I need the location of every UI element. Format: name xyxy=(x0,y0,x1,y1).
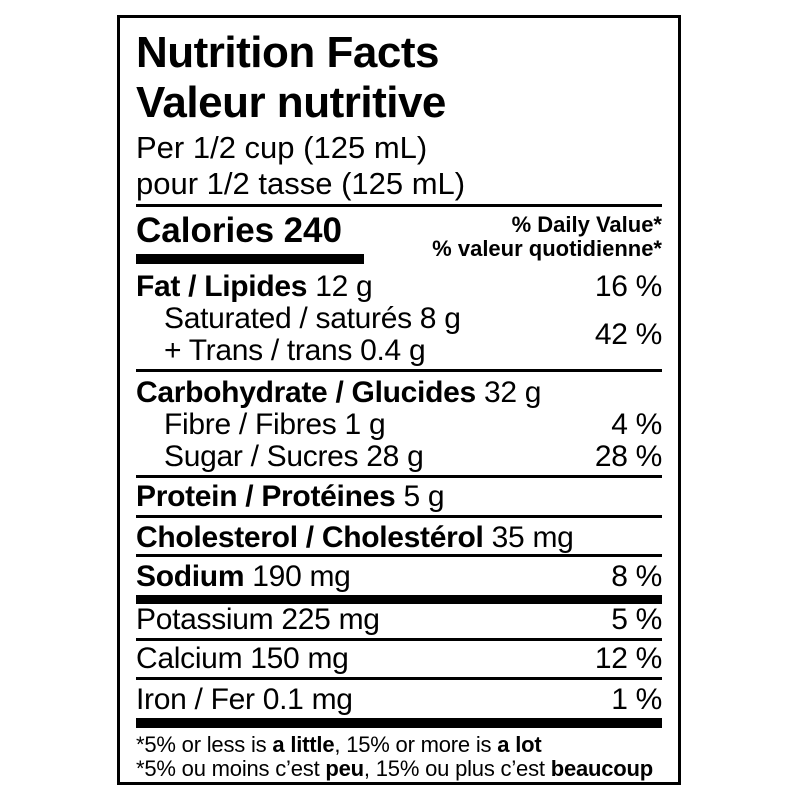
carbohydrate-name: Carbohydrate / Glucides xyxy=(136,376,476,409)
footnote-fr-bold1: peu xyxy=(325,756,364,781)
divider-after-potassium xyxy=(136,638,662,641)
serving-size-fr: pour 1/2 tasse (125 mL) xyxy=(136,166,466,201)
title-fr: Valeur nutritive xyxy=(136,78,446,127)
divider-after-calcium xyxy=(136,677,662,680)
sugar-daily-value: 28 % xyxy=(594,440,662,473)
nutrient-row-saturated-trans: Saturated / saturés 8 g + Trans / trans … xyxy=(136,303,662,367)
footnote-en-bold1: a little xyxy=(272,732,335,757)
fibre-daily-value: 4 % xyxy=(611,408,662,441)
iron-daily-value: 1 % xyxy=(611,683,662,716)
calories-row: Calories 240 xyxy=(136,211,364,251)
thick-divider-after-sodium xyxy=(136,595,662,604)
calcium-line: Calcium 150 mg xyxy=(136,642,349,675)
nutrient-row-sugar: Sugar / Sucres 28 g 28 % xyxy=(136,441,662,473)
cholesterol-name: Cholesterol / Cholestérol xyxy=(136,521,484,554)
daily-value-header-en: % Daily Value* xyxy=(511,212,662,237)
serving-size-en: Per 1/2 cup (125 mL) xyxy=(136,130,428,165)
calories-underline-bar xyxy=(136,254,364,264)
nutrient-row-iron: Iron / Fer 0.1 mg 1 % xyxy=(136,684,662,716)
potassium-daily-value: 5 % xyxy=(611,603,662,636)
footnote-fr-bold2: beaucoup xyxy=(550,756,654,781)
title-en: Nutrition Facts xyxy=(136,28,439,77)
nutrient-row-protein: Protein / Protéines 5 g xyxy=(136,481,662,513)
divider-after-serving xyxy=(136,204,662,207)
thick-divider-after-iron xyxy=(136,718,662,728)
carbohydrate-amount: 32 g xyxy=(483,376,542,409)
carbohydrate-name-amount: Carbohydrate / Glucides 32 g xyxy=(136,377,541,409)
fat-name: Fat / Lipides xyxy=(136,270,308,303)
footnote-en-part1: *5% or less is xyxy=(136,732,273,757)
nutrient-row-carbohydrate: Carbohydrate / Glucides 32 g xyxy=(136,377,662,409)
fat-amount: 12 g xyxy=(315,270,373,303)
nutrition-facts-label: Nutrition Facts Valeur nutritive Per 1/2… xyxy=(117,15,681,785)
sugar-line: Sugar / Sucres 28 g xyxy=(164,440,424,473)
sodium-daily-value: 8 % xyxy=(611,560,662,593)
protein-amount: 5 g xyxy=(403,480,445,513)
divider-after-fat xyxy=(136,369,662,372)
cholesterol-name-amount: Cholesterol / Cholestérol 35 mg xyxy=(136,522,574,554)
divider-after-sugar xyxy=(136,475,662,478)
iron-line: Iron / Fer 0.1 mg xyxy=(136,683,353,716)
calories-label: Calories xyxy=(136,211,275,250)
fat-name-amount: Fat / Lipides 12 g xyxy=(136,270,373,303)
daily-value-header-fr: % valeur quotidienne* xyxy=(432,236,662,261)
calories-block: Calories 240 xyxy=(136,211,364,264)
calories-section: Calories 240 % Daily Value* % valeur quot… xyxy=(136,207,662,265)
trans-line: + Trans / trans 0.4 g xyxy=(164,334,426,367)
cholesterol-amount: 35 mg xyxy=(491,521,574,554)
calories-value: 240 xyxy=(283,211,342,250)
footnote-fr-part2: , 15% ou plus c’est xyxy=(363,756,551,781)
nutrient-row-calcium: Calcium 150 mg 12 % xyxy=(136,643,662,675)
protein-name-amount: Protein / Protéines 5 g xyxy=(136,480,445,513)
footnote-en-part2: , 15% or more is xyxy=(334,732,498,757)
nutrient-row-sodium: Sodium 190 mg 8 % xyxy=(136,561,662,593)
nutrient-row-potassium: Potassium 225 mg 5 % xyxy=(136,604,662,636)
daily-value-header: % Daily Value* % valeur quotidienne* xyxy=(432,211,662,261)
footnote-fr: *5% ou moins c’est peu, 15% ou plus c’es… xyxy=(136,757,662,781)
calcium-daily-value: 12 % xyxy=(594,642,662,675)
fibre-line: Fibre / Fibres 1 g xyxy=(164,408,386,441)
potassium-line: Potassium 225 mg xyxy=(136,603,380,636)
sodium-amount: 190 mg xyxy=(252,560,351,593)
saturated-line: Saturated / saturés 8 g xyxy=(164,302,461,335)
fat-daily-value: 16 % xyxy=(594,270,662,303)
footnote-fr-part1: *5% ou moins c’est xyxy=(136,756,326,781)
saturated-trans-lines: Saturated / saturés 8 g + Trans / trans … xyxy=(136,303,461,367)
nutrient-row-fibre: Fibre / Fibres 1 g 4 % xyxy=(136,409,662,441)
protein-name: Protein / Protéines xyxy=(136,480,396,513)
nutrient-row-cholesterol: Cholesterol / Cholestérol 35 mg xyxy=(136,522,662,554)
sodium-name-amount: Sodium 190 mg xyxy=(136,561,351,593)
divider-after-protein xyxy=(136,515,662,518)
divider-after-cholesterol xyxy=(136,554,662,557)
saturated-trans-daily-value: 42 % xyxy=(594,318,662,351)
footnote-en-bold2: a lot xyxy=(497,732,542,757)
sodium-name: Sodium xyxy=(136,560,245,593)
nutrient-row-fat: Fat / Lipides 12 g 16 % xyxy=(136,271,662,303)
footnote-en: *5% or less is a little, 15% or more is … xyxy=(136,733,662,757)
